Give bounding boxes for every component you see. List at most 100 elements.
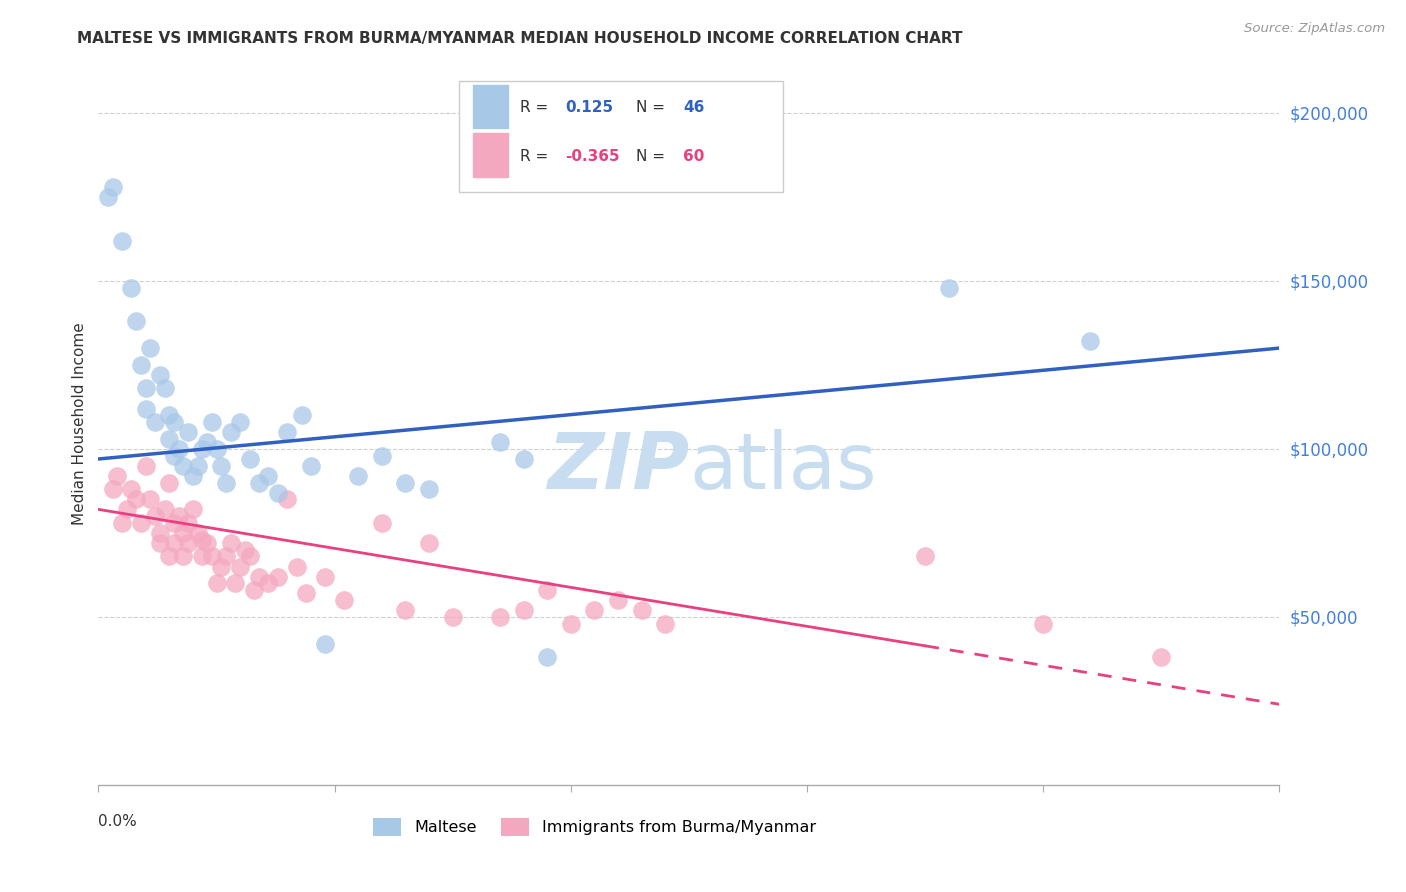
Point <box>172 549 194 564</box>
Point <box>187 458 209 473</box>
Point <box>938 280 960 294</box>
Point <box>233 542 256 557</box>
Point <box>201 549 224 564</box>
Point <box>512 452 534 467</box>
Point <box>111 234 134 248</box>
Point <box>172 458 194 473</box>
Point <box>125 492 148 507</box>
Point <box>560 616 582 631</box>
Point <box>654 616 676 631</box>
Text: ZIP: ZIP <box>547 429 689 505</box>
Point <box>115 502 138 516</box>
Bar <box>472 85 508 128</box>
Point <box>125 314 148 328</box>
Y-axis label: Median Household Income: Median Household Income <box>72 322 87 525</box>
Point <box>215 475 238 490</box>
Legend: Maltese, Immigrants from Burma/Myanmar: Maltese, Immigrants from Burma/Myanmar <box>366 812 823 842</box>
FancyBboxPatch shape <box>458 80 783 193</box>
Point <box>191 533 214 547</box>
Point <box>219 536 242 550</box>
Point <box>143 415 166 429</box>
Point <box>153 381 176 395</box>
Point <box>121 280 143 294</box>
Point <box>239 549 262 564</box>
Point <box>135 401 157 416</box>
Point <box>101 482 124 496</box>
Point <box>1080 334 1102 349</box>
Point <box>276 492 298 507</box>
Point <box>181 468 204 483</box>
Point <box>239 452 262 467</box>
Point <box>583 603 606 617</box>
Point <box>247 475 270 490</box>
Point <box>371 449 394 463</box>
Point <box>257 576 280 591</box>
Point <box>285 559 308 574</box>
Point <box>441 610 464 624</box>
Point <box>157 549 180 564</box>
Point <box>205 442 228 456</box>
Point <box>215 549 238 564</box>
Point <box>153 502 176 516</box>
Point <box>177 516 200 530</box>
Text: Source: ZipAtlas.com: Source: ZipAtlas.com <box>1244 22 1385 36</box>
Point <box>914 549 936 564</box>
Point <box>267 485 290 500</box>
Point <box>172 525 194 540</box>
Point <box>229 415 252 429</box>
Point <box>224 576 246 591</box>
Point <box>167 442 190 456</box>
Text: atlas: atlas <box>689 429 876 505</box>
Point <box>135 458 157 473</box>
Point <box>139 492 162 507</box>
Text: N =: N = <box>636 149 669 164</box>
Point <box>149 525 172 540</box>
Point <box>267 569 290 583</box>
Point <box>129 358 152 372</box>
Point <box>163 449 186 463</box>
Point <box>489 610 512 624</box>
Text: R =: R = <box>520 101 553 115</box>
Point <box>290 409 312 423</box>
Point <box>105 468 128 483</box>
Point <box>101 179 124 194</box>
Text: N =: N = <box>636 101 669 115</box>
Point <box>536 650 558 665</box>
Point <box>247 569 270 583</box>
Point <box>163 536 186 550</box>
Point <box>219 425 242 439</box>
Point <box>167 509 190 524</box>
Point <box>347 468 370 483</box>
Point <box>489 435 512 450</box>
Point <box>181 502 204 516</box>
Point <box>295 586 318 600</box>
Text: 0.125: 0.125 <box>565 101 613 115</box>
Point <box>111 516 134 530</box>
Point <box>97 190 120 204</box>
Point <box>1150 650 1173 665</box>
Point <box>191 549 214 564</box>
Text: 46: 46 <box>683 101 704 115</box>
Point <box>418 482 440 496</box>
Point <box>229 559 252 574</box>
Point <box>163 516 186 530</box>
Point <box>630 603 652 617</box>
Point <box>243 582 266 597</box>
Bar <box>472 133 508 177</box>
Point <box>209 458 232 473</box>
Point <box>257 468 280 483</box>
Point <box>536 582 558 597</box>
Point <box>333 593 356 607</box>
Point <box>607 593 630 607</box>
Point <box>129 516 152 530</box>
Point <box>394 603 416 617</box>
Text: MALTESE VS IMMIGRANTS FROM BURMA/MYANMAR MEDIAN HOUSEHOLD INCOME CORRELATION CHA: MALTESE VS IMMIGRANTS FROM BURMA/MYANMAR… <box>77 31 963 46</box>
Point <box>209 559 232 574</box>
Point <box>163 415 186 429</box>
Point <box>276 425 298 439</box>
Point <box>157 475 180 490</box>
Point <box>191 442 214 456</box>
Point <box>135 381 157 395</box>
Point <box>187 525 209 540</box>
Point <box>394 475 416 490</box>
